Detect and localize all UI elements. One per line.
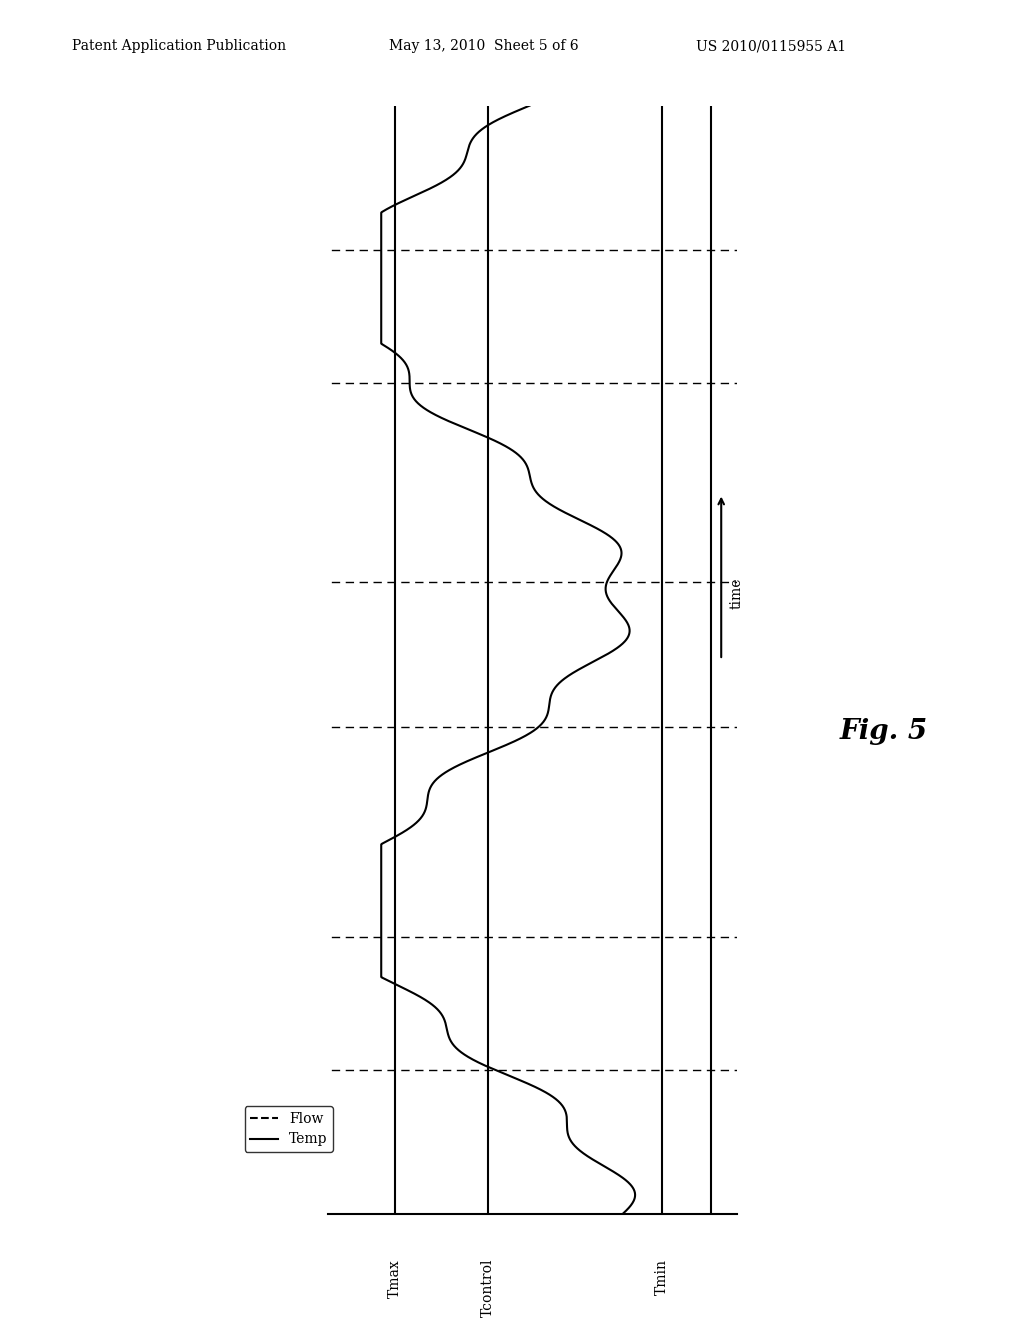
Text: US 2010/0115955 A1: US 2010/0115955 A1 bbox=[696, 40, 847, 53]
Text: Tmin: Tmin bbox=[655, 1259, 670, 1295]
Text: Tcontrol: Tcontrol bbox=[481, 1259, 496, 1317]
Legend: Flow, Temp: Flow, Temp bbox=[245, 1106, 333, 1152]
Text: May 13, 2010  Sheet 5 of 6: May 13, 2010 Sheet 5 of 6 bbox=[389, 40, 579, 53]
Text: Fig. 5: Fig. 5 bbox=[840, 718, 928, 746]
Text: Tmax: Tmax bbox=[388, 1259, 401, 1298]
Text: time: time bbox=[729, 578, 743, 610]
Text: Patent Application Publication: Patent Application Publication bbox=[72, 40, 286, 53]
